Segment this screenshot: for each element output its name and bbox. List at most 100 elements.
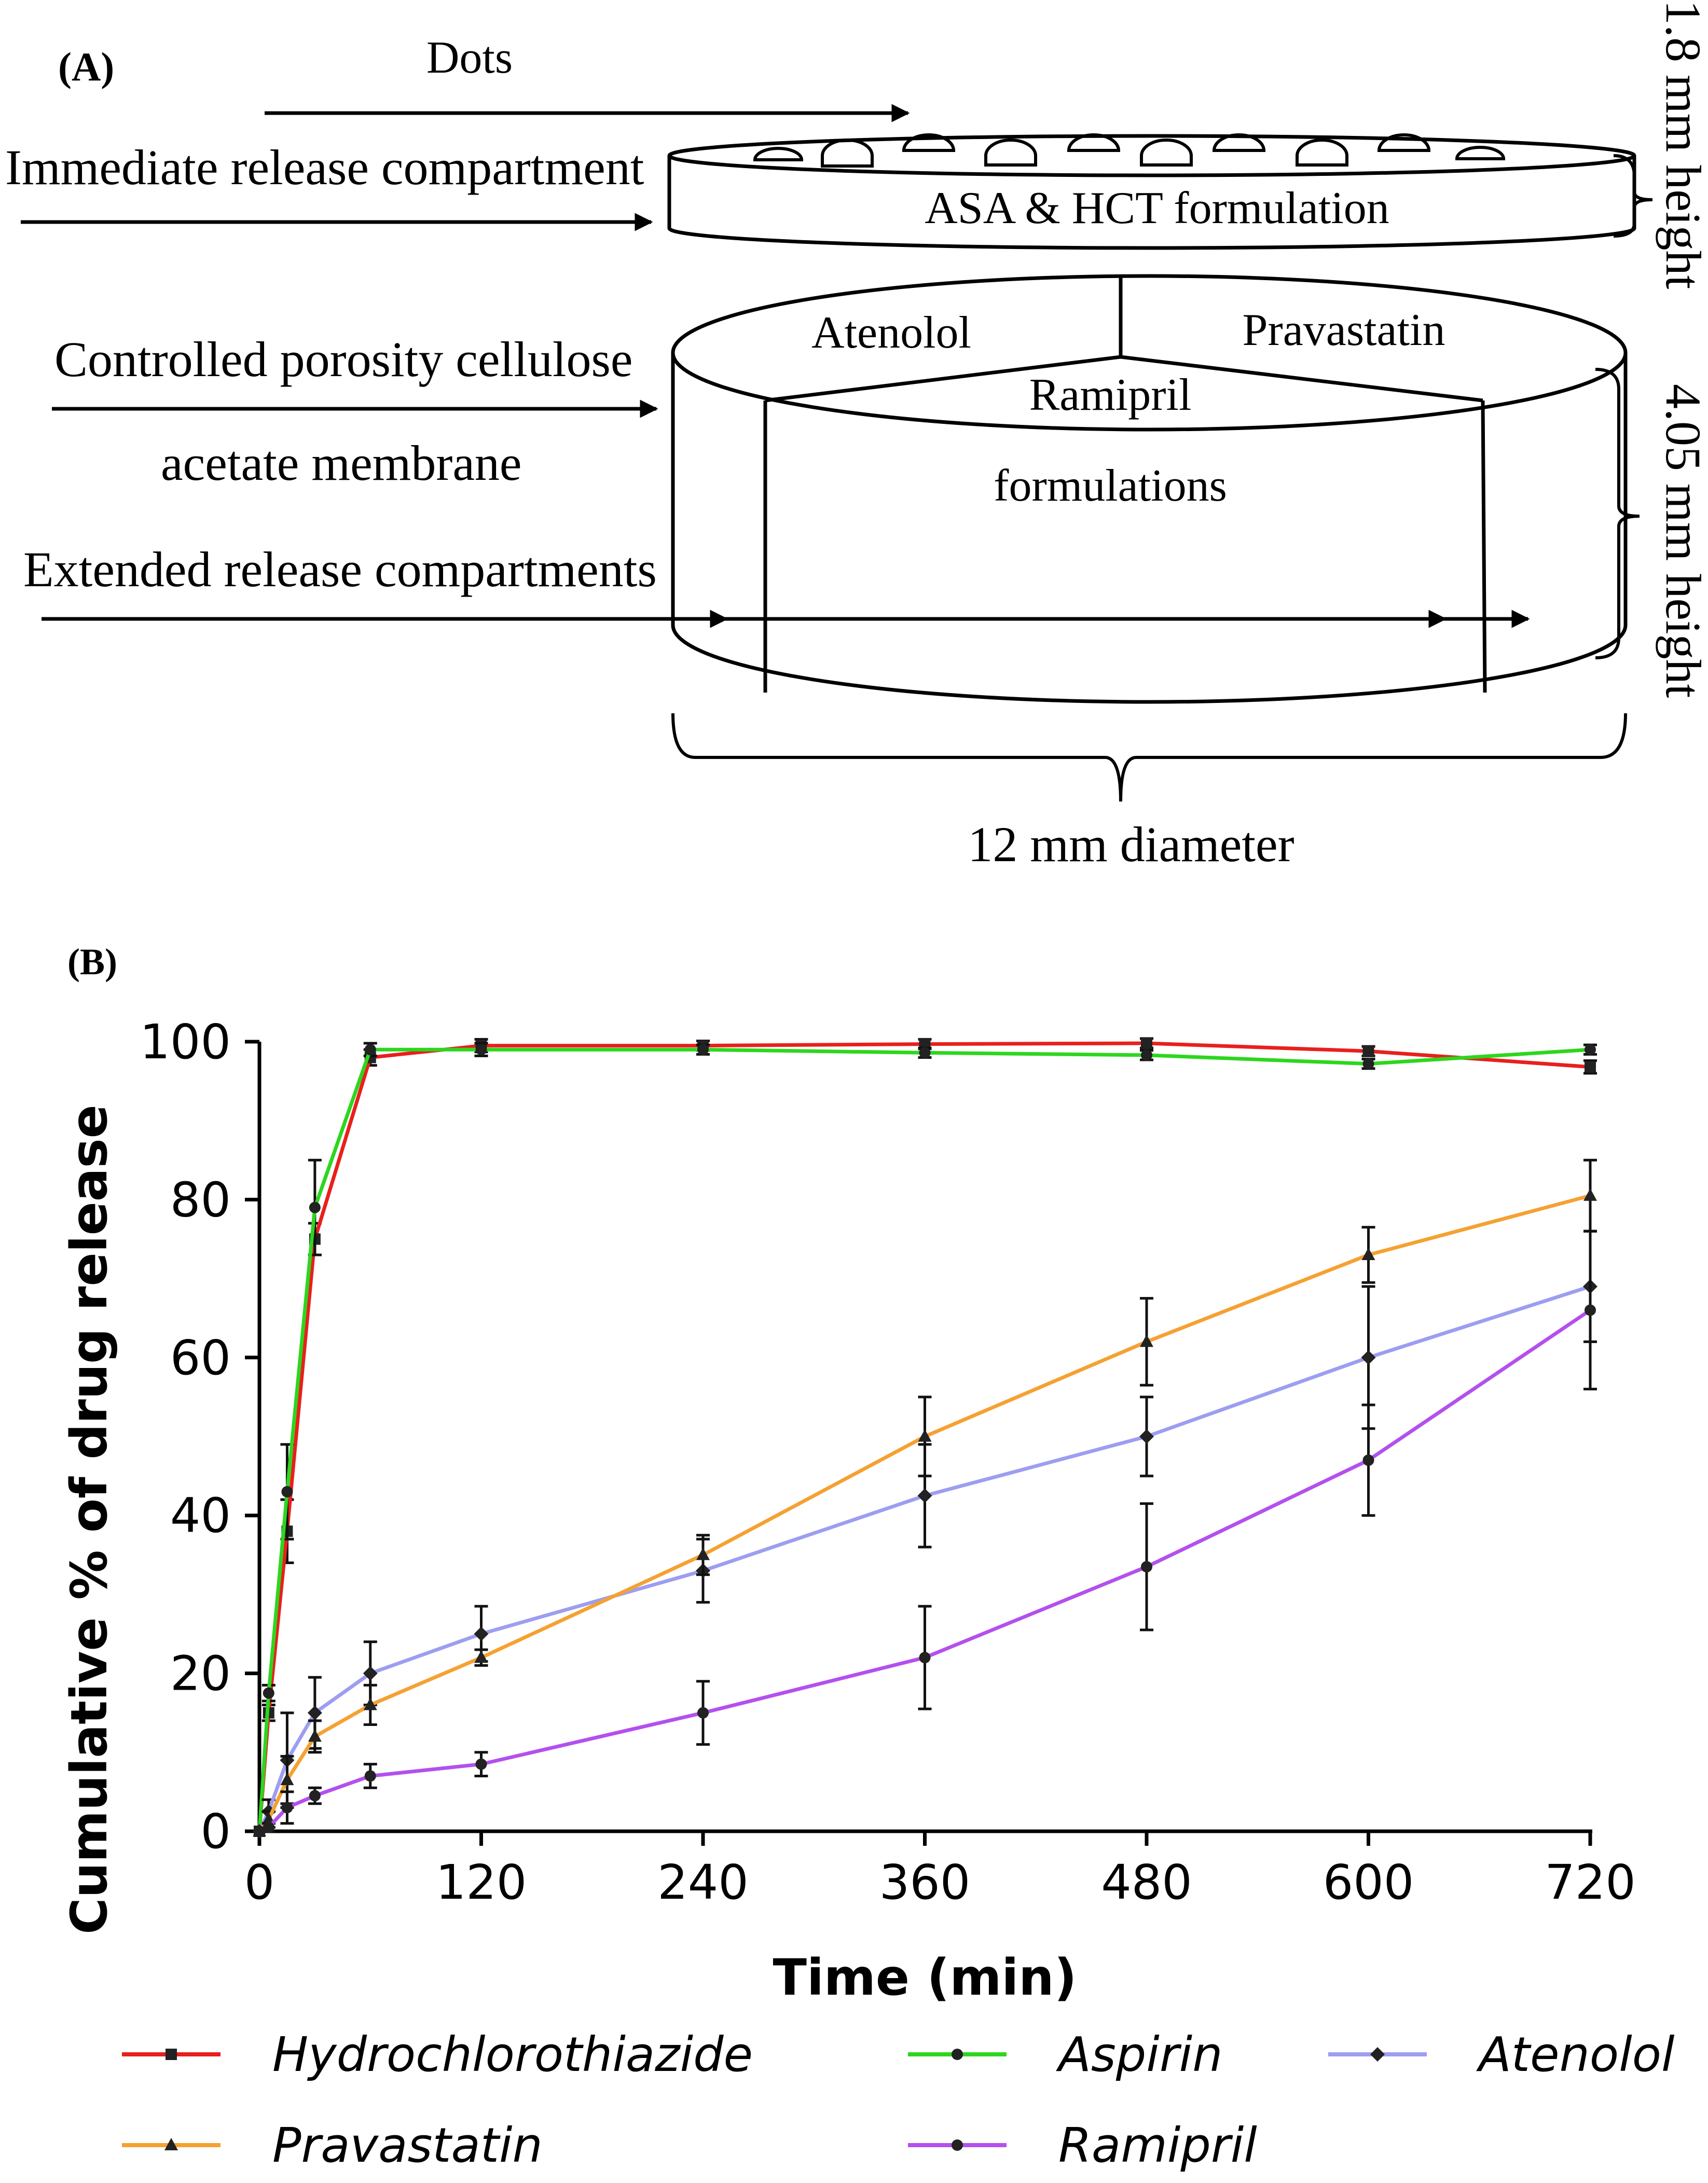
panel-b-chart: (B) 0 120 240 360 480 600 720 0 20 40 60 80 100 Time … xyxy=(60,941,1675,2173)
legend-item-aspirin: Aspirin xyxy=(908,2027,1223,2082)
panel-a-label: (A) xyxy=(58,44,114,89)
top-height-label: 1.8 mm height xyxy=(1656,0,1708,289)
legend-item-ramipril: Ramipril xyxy=(908,2118,1257,2173)
data-point-ramipril-600 xyxy=(1362,1454,1374,1466)
series-aspirin xyxy=(254,1042,1597,1837)
legend-marker-aspirin xyxy=(952,2049,963,2060)
data-point-pravastatin-120 xyxy=(474,1650,488,1663)
legend-label-aspirin: Aspirin xyxy=(1056,2027,1223,2082)
legend-marker-atenolol xyxy=(1370,2047,1385,2062)
data-point-pravastatin-360 xyxy=(918,1429,932,1442)
extended-release-cylinder xyxy=(671,274,1628,704)
x-tick-label-720: 720 xyxy=(1545,1855,1636,1910)
data-point-pravastatin-480 xyxy=(1140,1334,1153,1347)
dot-5 xyxy=(1067,133,1121,152)
dot-3 xyxy=(902,133,956,152)
dot-6 xyxy=(1140,139,1193,167)
data-point-ramipril-5 xyxy=(263,1821,274,1833)
dot-4 xyxy=(984,139,1037,167)
release-chart: 0 120 240 360 480 600 720 0 20 40 60 80 100 Time (min… xyxy=(60,1014,1636,2007)
data-point-ramipril-240 xyxy=(697,1707,709,1719)
x-tick-label-0: 0 xyxy=(244,1855,275,1910)
y-tick-label-0: 0 xyxy=(200,1804,231,1859)
data-point-hydrochlorothiazide-720 xyxy=(1585,1061,1596,1073)
x-axis-title: Time (min) xyxy=(773,1949,1077,2007)
bottom-height-bracket xyxy=(1595,368,1640,659)
y-tick-label-80: 80 xyxy=(170,1172,231,1227)
membrane-label-line1: Controlled porosity cellulose xyxy=(54,331,633,387)
dots-on-disc xyxy=(753,133,1506,168)
data-point-atenolol-30 xyxy=(307,1705,322,1720)
data-point-pravastatin-240 xyxy=(696,1548,710,1560)
formulations-label: formulations xyxy=(994,461,1227,511)
dots-label: Dots xyxy=(426,33,513,83)
data-point-atenolol-120 xyxy=(474,1626,489,1641)
data-point-aspirin-60 xyxy=(364,1044,376,1056)
y-tick-label-20: 20 xyxy=(170,1646,231,1702)
diameter-bracket xyxy=(671,713,1627,802)
data-point-atenolol-60 xyxy=(363,1666,378,1681)
dot-2 xyxy=(821,139,874,168)
legend-item-atenolol: Atenolol xyxy=(1328,2027,1675,2082)
compartment-pravastatin: Pravastatin xyxy=(1242,305,1445,355)
dot-9 xyxy=(1377,133,1431,152)
data-point-ramipril-30 xyxy=(309,1790,321,1802)
data-point-pravastatin-15 xyxy=(280,1773,294,1786)
diameter-label: 12 mm diameter xyxy=(968,817,1294,872)
data-point-ramipril-15 xyxy=(281,1802,293,1814)
y-tick-label-40: 40 xyxy=(170,1488,231,1543)
data-point-aspirin-5 xyxy=(263,1687,274,1699)
top-height-bracket xyxy=(1613,154,1653,238)
series-line-ramipril xyxy=(258,1308,1591,1833)
legend-label-hydrochlorothiazide: Hydrochlorothiazide xyxy=(272,2027,753,2082)
divider-left xyxy=(765,355,1121,403)
data-point-ramipril-120 xyxy=(475,1758,487,1770)
data-point-aspirin-360 xyxy=(919,1047,931,1059)
immediate-release-label: Immediate release compartment xyxy=(5,140,644,195)
x-tick-label-600: 600 xyxy=(1323,1855,1414,1910)
membrane-label-line2: acetate membrane xyxy=(161,435,522,491)
data-point-pravastatin-720 xyxy=(1583,1188,1597,1201)
data-point-ramipril-0 xyxy=(254,1826,265,1837)
dot-8 xyxy=(1296,139,1348,167)
data-point-ramipril-480 xyxy=(1141,1561,1152,1573)
dot-10 xyxy=(1455,146,1506,160)
panel-a-diagram: (A) Dots Immediate release compartment A… xyxy=(5,0,1708,872)
x-tick-label-480: 480 xyxy=(1101,1855,1192,1910)
divider-right xyxy=(1120,355,1483,403)
data-point-aspirin-30 xyxy=(309,1201,321,1213)
dot-7 xyxy=(1212,133,1266,152)
data-point-aspirin-600 xyxy=(1362,1058,1374,1070)
series-atenolol xyxy=(252,1229,1597,1839)
bottom-height-label: 4.05 mm height xyxy=(1656,384,1708,698)
legend-item-hydrochlorothiazide: Hydrochlorothiazide xyxy=(122,2027,753,2082)
divider-front-right xyxy=(1481,400,1487,693)
data-point-pravastatin-600 xyxy=(1361,1247,1375,1260)
series-line-atenolol xyxy=(257,1284,1591,1832)
legend-label-ramipril: Ramipril xyxy=(1058,2118,1257,2173)
data-point-aspirin-480 xyxy=(1141,1049,1152,1061)
data-point-aspirin-720 xyxy=(1585,1044,1596,1056)
extended-release-label: Extended release compartments xyxy=(23,542,657,597)
compartment-atenolol: Atenolol xyxy=(811,308,971,358)
series-ramipril xyxy=(254,1229,1597,1837)
y-tick-label-60: 60 xyxy=(170,1330,231,1386)
x-tick-label-360: 360 xyxy=(879,1855,971,1910)
series-pravastatin xyxy=(253,1158,1597,1836)
y-axis-title: Cumulative % of drug release xyxy=(60,1104,118,1935)
panel-b-label: (B) xyxy=(67,941,117,983)
legend-marker-ramipril xyxy=(952,2139,963,2151)
x-tick-label-120: 120 xyxy=(436,1855,527,1910)
legend-label-atenolol: Atenolol xyxy=(1476,2027,1675,2082)
legend-marker-pravastatin xyxy=(164,2138,178,2150)
data-point-aspirin-240 xyxy=(697,1044,709,1056)
data-point-atenolol-600 xyxy=(1361,1350,1376,1365)
chart-legend: Hydrochlorothiazide Aspirin Atenolol Pravas… xyxy=(122,2027,1675,2173)
data-point-aspirin-15 xyxy=(281,1486,293,1498)
data-point-pravastatin-60 xyxy=(363,1697,377,1710)
data-point-pravastatin-30 xyxy=(308,1729,322,1742)
data-point-ramipril-720 xyxy=(1585,1304,1596,1316)
compartment-ramipril: Ramipril xyxy=(1029,370,1192,420)
data-point-hydrochlorothiazide-480 xyxy=(1141,1038,1152,1049)
